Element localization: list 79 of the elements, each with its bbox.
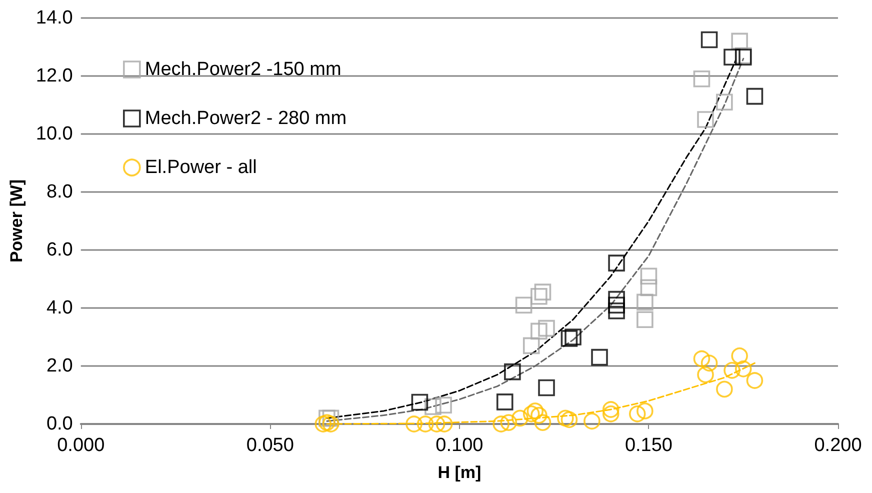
- point: [564, 328, 582, 346]
- point: [608, 254, 625, 272]
- point: [411, 394, 428, 411]
- y-axis-title: Power [W]: [7, 179, 26, 263]
- point: [504, 363, 521, 380]
- x-tick-label: 0.200: [814, 435, 862, 456]
- x-axis-title: H [m]: [438, 463, 482, 482]
- point: [314, 416, 332, 432]
- point: [697, 366, 714, 384]
- x-tick-label: 0.000: [57, 435, 105, 456]
- point: [700, 31, 718, 48]
- point: [512, 410, 528, 427]
- point: [746, 88, 764, 105]
- point: [602, 401, 620, 418]
- point: [724, 48, 740, 66]
- x-tick-label: 0.100: [436, 435, 484, 456]
- y-tick-label: 2.0: [46, 356, 73, 376]
- point: [424, 398, 442, 415]
- point: [640, 268, 658, 284]
- point: [406, 416, 422, 432]
- point: [530, 322, 548, 340]
- point: [560, 330, 578, 347]
- y-tick-label: 8.0: [46, 182, 73, 202]
- point: [416, 416, 434, 432]
- point: [496, 394, 514, 410]
- point: [534, 284, 552, 300]
- x-tick-label: 0.050: [246, 435, 294, 456]
- legend-label: Mech.Power2 -150 mm: [144, 59, 342, 80]
- y-tick-label: 6.0: [46, 240, 73, 260]
- point: [724, 362, 740, 379]
- point: [538, 379, 555, 396]
- point: [428, 416, 446, 432]
- point: [731, 347, 748, 364]
- point: [530, 288, 548, 305]
- point: [628, 405, 646, 422]
- point: [538, 320, 555, 337]
- point: [636, 311, 654, 328]
- point: [322, 410, 340, 427]
- point: [734, 360, 752, 378]
- point: [693, 70, 710, 88]
- point: [697, 111, 714, 128]
- point: [522, 337, 540, 354]
- point: [526, 402, 544, 420]
- point: [435, 396, 452, 414]
- y-tick-label: 14.0: [36, 8, 73, 28]
- point: [500, 414, 518, 431]
- x-tick-label: 0.150: [624, 435, 672, 456]
- point: [608, 290, 625, 308]
- point: [318, 414, 336, 431]
- point: [530, 406, 548, 424]
- point: [515, 296, 532, 314]
- y-tick-label: 4.0: [46, 298, 73, 318]
- point: [608, 296, 625, 314]
- point: [716, 380, 733, 398]
- point: [731, 32, 748, 50]
- point: [693, 350, 710, 368]
- point: [608, 302, 625, 320]
- y-tick-label: 10.0: [36, 124, 73, 144]
- point: [322, 416, 340, 432]
- point: [700, 354, 718, 372]
- point: [584, 412, 600, 430]
- point: [636, 294, 654, 311]
- point: [602, 405, 620, 422]
- point: [534, 414, 552, 431]
- point: [746, 372, 764, 389]
- point: [436, 416, 453, 432]
- point: [557, 410, 574, 427]
- y-tick-label: 0.0: [46, 414, 73, 434]
- point: [640, 279, 658, 296]
- legend-label: Mech.Power2 - 280 mm: [144, 108, 347, 129]
- point: [560, 411, 578, 428]
- legend-label: El.Power - all: [144, 157, 257, 178]
- y-tick-label: 12.0: [36, 66, 73, 86]
- point: [492, 416, 510, 432]
- point: [636, 402, 654, 420]
- point: [591, 348, 608, 366]
- point: [522, 405, 540, 422]
- point: [716, 94, 733, 110]
- point: [318, 410, 336, 427]
